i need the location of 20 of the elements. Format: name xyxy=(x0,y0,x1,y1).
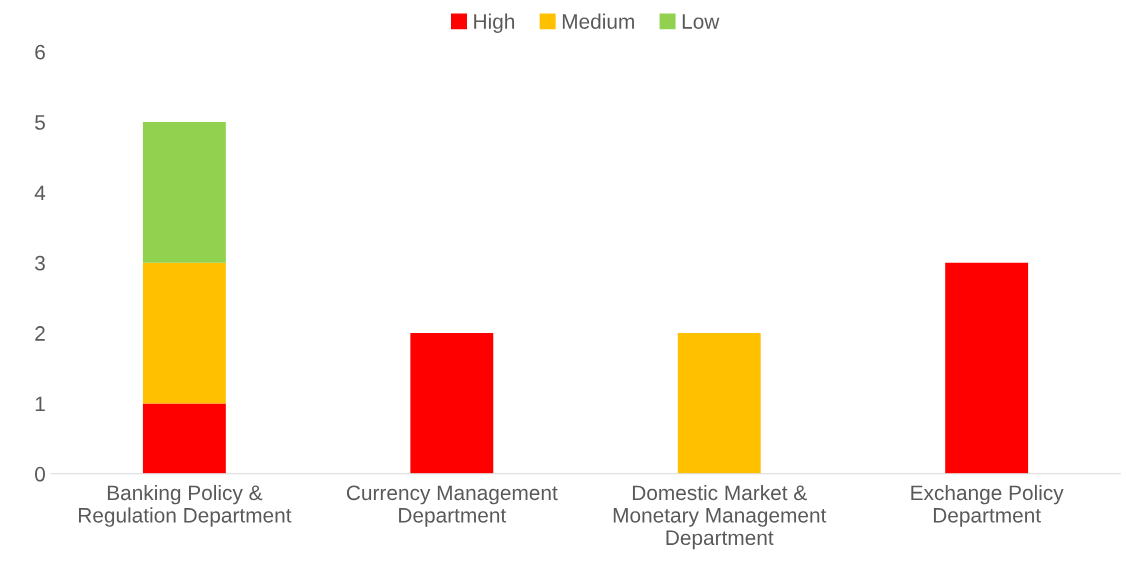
bar xyxy=(142,262,226,404)
bar xyxy=(142,403,226,474)
x-tick-label: Currency Management Department xyxy=(346,485,558,527)
y-tick-label: 2 xyxy=(35,326,45,341)
y-tick-label: 3 xyxy=(35,255,45,271)
bar xyxy=(945,262,1029,474)
legend-label: High xyxy=(474,13,515,33)
x-tick-label: Domestic Market & Monetary Management Department xyxy=(613,484,827,550)
legend-label: Low xyxy=(682,14,720,29)
y-tick-label: 4 xyxy=(34,185,46,200)
x-tick-label: Banking Policy & Regulation Department xyxy=(78,484,292,527)
y-tick-label: 1 xyxy=(35,396,45,412)
x-tick-label: Exchange Policy Department xyxy=(911,484,1064,527)
y-tick-label: 0 xyxy=(35,466,45,482)
bar xyxy=(142,122,226,263)
y-tick-label: 5 xyxy=(35,115,45,130)
bar xyxy=(410,333,494,474)
y-tick-label: 6 xyxy=(35,44,45,60)
legend-label: Medium xyxy=(562,13,634,29)
bar xyxy=(677,333,761,474)
